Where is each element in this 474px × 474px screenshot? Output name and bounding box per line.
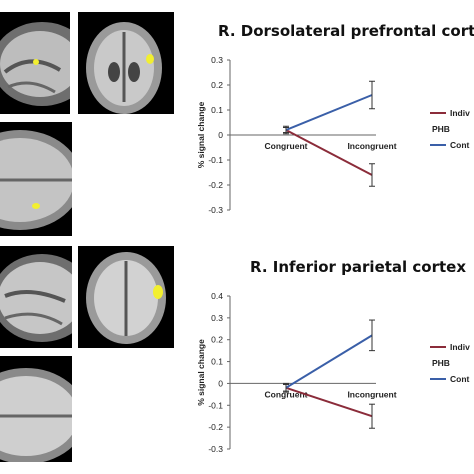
legend-label: Cont — [450, 140, 470, 150]
line-chart-bottom: 0.4 0.3 0.2 0.1 0 -0.1 -0.2 -0.3 Congruent Incong… — [196, 291, 470, 454]
axial-brain-image-bottom — [0, 356, 72, 462]
chart-title-bottom: R. Inferior parietal cortex — [250, 258, 467, 276]
y-axis-label: % signal change — [196, 339, 206, 406]
y-tick-label: 0 — [218, 378, 223, 388]
y-axis-label: % signal change — [196, 101, 206, 168]
y-tick-label: -0.1 — [208, 155, 223, 165]
y-tick-label: 0.3 — [211, 313, 223, 323]
legend-label: PHB — [432, 358, 450, 368]
y-tick-label: 0.2 — [211, 335, 223, 345]
y-tick-label: 0 — [218, 130, 223, 140]
legend-label: Indiv — [450, 342, 470, 352]
y-tick-label: 0.4 — [211, 291, 223, 301]
y-tick-label: 0.3 — [211, 55, 223, 65]
y-tick-label: -0.3 — [208, 205, 223, 215]
sagittal-brain-image-top — [0, 12, 70, 114]
series-line — [285, 129, 373, 176]
y-tick-label: 0.1 — [211, 105, 223, 115]
series-line — [285, 94, 373, 131]
legend-label: Indiv — [450, 108, 470, 118]
y-tick-label: -0.3 — [208, 444, 223, 454]
coronal-brain-image-top — [78, 12, 174, 114]
series-line — [285, 386, 373, 418]
y-tick-label: 0.1 — [211, 357, 223, 367]
legend-label: PHB — [432, 124, 450, 134]
coronal-brain-image-bottom — [78, 246, 174, 348]
sagittal-brain-image-bottom — [0, 246, 72, 348]
axial-brain-image-top — [0, 122, 72, 236]
y-tick-label: -0.2 — [208, 422, 223, 432]
x-category-label: Incongruent — [347, 141, 396, 151]
x-category-label: Congruent — [265, 389, 308, 399]
line-chart-top: 0.3 0.2 0.1 0 -0.1 -0.2 -0.3 Congruent Incongrue… — [196, 55, 470, 215]
y-tick-label: -0.2 — [208, 180, 223, 190]
x-category-label: Incongruent — [347, 389, 396, 399]
legend-label: Cont — [450, 374, 470, 384]
y-tick-label: 0.2 — [211, 80, 223, 90]
x-category-label: Congruent — [265, 141, 308, 151]
series-line — [285, 334, 373, 389]
y-tick-label: -0.1 — [208, 400, 223, 410]
chart-title-top: R. Dorsolateral prefrontal cortex — [218, 22, 474, 40]
